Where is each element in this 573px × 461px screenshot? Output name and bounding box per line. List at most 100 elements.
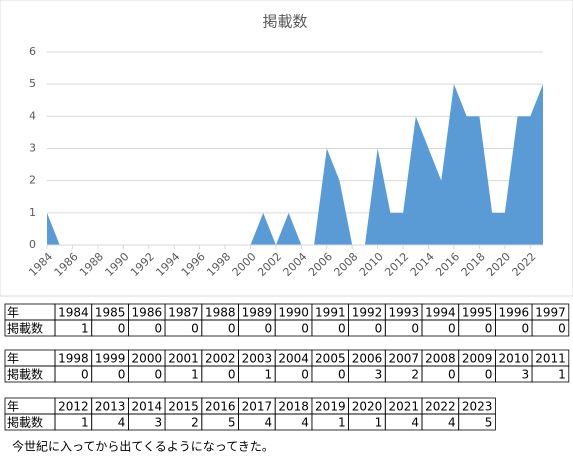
count-cell: 0 (301, 368, 309, 382)
count-cell: 0 (521, 322, 529, 336)
y-tick-label: 1 (29, 206, 36, 219)
count-cell: 0 (448, 368, 456, 382)
table-cell (458, 413, 496, 431)
year-cell: 1993 (388, 306, 419, 320)
count-cell: 1 (191, 368, 199, 382)
year-cell: 2004 (278, 352, 309, 366)
year-cell: 1991 (315, 306, 346, 320)
count-cell: 1 (375, 416, 383, 430)
row-label: 年 (7, 306, 19, 320)
year-cell: 2005 (315, 352, 346, 366)
year-cell: 1997 (535, 306, 566, 320)
year-cell: 1998 (58, 352, 89, 366)
year-cell: 2015 (168, 400, 199, 414)
count-cell: 0 (118, 322, 126, 336)
year-cell: 1986 (132, 306, 163, 320)
count-cell: 0 (338, 368, 346, 382)
count-cell: 1 (81, 416, 89, 430)
year-cell: 2023 (462, 400, 493, 414)
count-cell: 0 (81, 368, 89, 382)
count-cell: 2 (411, 368, 419, 382)
count-cell: 5 (228, 416, 236, 430)
area (47, 84, 543, 246)
year-cell: 1985 (95, 306, 126, 320)
year-cell: 1995 (462, 306, 493, 320)
year-cell: 2009 (462, 352, 493, 366)
row-label: 年 (7, 352, 19, 366)
row-label: 掲載数 (7, 367, 43, 382)
count-cell: 1 (338, 416, 346, 430)
year-cell: 2003 (242, 352, 273, 366)
year-cell: 2002 (205, 352, 236, 366)
year-cell: 2006 (352, 352, 383, 366)
count-cell: 3 (375, 368, 383, 382)
year-cell: 2018 (278, 400, 309, 414)
year-cell: 2013 (95, 400, 126, 414)
count-cell: 0 (338, 322, 346, 336)
count-cell: 0 (301, 322, 309, 336)
year-cell: 2007 (388, 352, 419, 366)
count-cell: 3 (154, 416, 162, 430)
y-tick-label: 5 (29, 77, 36, 90)
year-cell: 1996 (499, 306, 530, 320)
row-label: 掲載数 (7, 321, 43, 336)
year-cell: 2019 (315, 400, 346, 414)
count-cell: 5 (485, 416, 493, 430)
y-tick-label: 6 (29, 45, 36, 58)
table-cell (531, 319, 570, 337)
count-cell: 2 (191, 416, 199, 430)
count-cell: 0 (228, 368, 236, 382)
year-cell: 2001 (168, 352, 199, 366)
year-cell: 2012 (58, 400, 89, 414)
count-cell: 0 (485, 322, 493, 336)
count-cell: 1 (265, 368, 273, 382)
row-label: 掲載数 (7, 415, 43, 430)
year-cell: 2008 (425, 352, 456, 366)
count-cell: 1 (558, 368, 566, 382)
year-cell: 2020 (352, 400, 383, 414)
count-cell: 4 (118, 416, 126, 430)
chart-title: 掲載数 (262, 13, 307, 31)
count-cell: 3 (521, 368, 529, 382)
year-cell: 2021 (388, 400, 419, 414)
count-cell: 0 (154, 368, 162, 382)
row-label: 年 (7, 400, 19, 414)
count-cell: 0 (265, 322, 273, 336)
y-tick-label: 4 (29, 109, 36, 122)
year-cell: 2016 (205, 400, 236, 414)
table-cell (531, 365, 570, 383)
count-cell: 0 (228, 322, 236, 336)
year-cell: 2011 (535, 352, 566, 366)
count-cell: 0 (375, 322, 383, 336)
count-cell: 1 (81, 322, 89, 336)
year-cell: 2014 (132, 400, 163, 414)
year-cell: 2022 (425, 400, 456, 414)
count-cell: 0 (485, 368, 493, 382)
count-cell: 0 (118, 368, 126, 382)
year-cell: 1992 (352, 306, 383, 320)
count-cell: 4 (265, 416, 273, 430)
note: 今世紀に入ってから出てくるようになってきた。 (12, 439, 274, 454)
count-cell: 0 (154, 322, 162, 336)
year-cell: 1988 (205, 306, 236, 320)
count-cell: 4 (448, 416, 456, 430)
year-cell: 1994 (425, 306, 456, 320)
count-cell: 0 (558, 322, 566, 336)
year-cell: 1984 (58, 306, 89, 320)
year-cell: 2000 (132, 352, 163, 366)
year-cell: 2017 (242, 400, 273, 414)
y-tick-label: 3 (29, 142, 36, 155)
count-cell: 0 (448, 322, 456, 336)
year-cell: 1999 (95, 352, 126, 366)
count-cell: 0 (411, 322, 419, 336)
year-cell: 1987 (168, 306, 199, 320)
year-cell: 2010 (499, 352, 530, 366)
count-cell: 4 (411, 416, 419, 430)
y-tick-label: 2 (29, 174, 36, 187)
count-cell: 0 (191, 322, 199, 336)
count-cell: 4 (301, 416, 309, 430)
y-tick-label: 0 (29, 238, 36, 251)
year-cell: 1989 (242, 306, 273, 320)
